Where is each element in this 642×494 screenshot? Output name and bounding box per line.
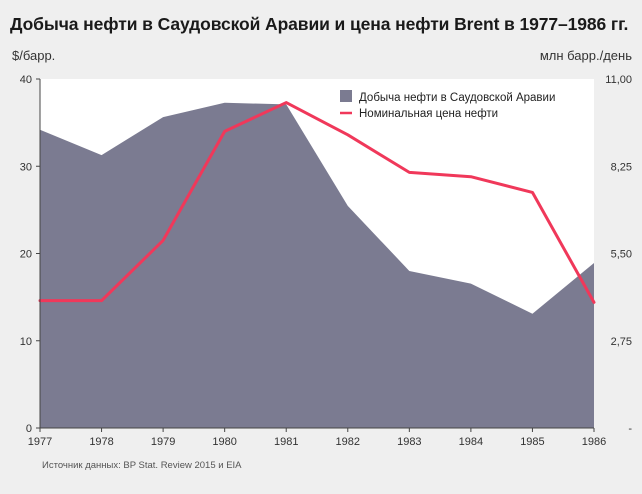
left-tick-label: 0 [26, 423, 32, 435]
x-tick-label: 1979 [151, 436, 175, 448]
right-tick-label: 2,75 [611, 336, 632, 348]
right-tick-label: - [628, 423, 632, 435]
x-tick-label: 1980 [212, 436, 236, 448]
right-axis-unit-label: млн барр./день [539, 48, 632, 63]
x-tick-label: 1978 [89, 436, 113, 448]
x-tick-label: 1977 [28, 436, 52, 448]
x-tick-label: 1983 [397, 436, 421, 448]
left-tick-label: 40 [20, 74, 32, 86]
left-tick-label: 30 [20, 161, 32, 173]
chart-title: Добыча нефти в Саудовской Аравии и цена … [10, 14, 629, 34]
x-tick-label: 1986 [582, 436, 606, 448]
legend-label-line: Номинальная цена нефти [359, 108, 498, 120]
left-tick-label: 10 [20, 336, 32, 348]
x-tick-label: 1985 [520, 436, 544, 448]
area-series-saudi-production [40, 102, 594, 429]
right-tick-label: 8,25 [611, 161, 632, 173]
left-axis-unit-label: $/барр. [12, 48, 56, 63]
legend-swatch-area [340, 90, 352, 102]
x-tick-label: 1982 [336, 436, 360, 448]
line-series-brent-price [38, 101, 596, 304]
right-tick-label: 5,50 [611, 249, 632, 261]
x-tick-label: 1984 [459, 436, 483, 448]
legend-label-area: Добыча нефти в Саудовской Аравии [359, 92, 555, 104]
source-note: Источник данных: BP Stat. Review 2015 и … [42, 460, 242, 471]
x-tick-label: 1981 [274, 436, 298, 448]
right-tick-label: 11,00 [605, 74, 632, 86]
left-tick-label: 20 [20, 249, 32, 261]
